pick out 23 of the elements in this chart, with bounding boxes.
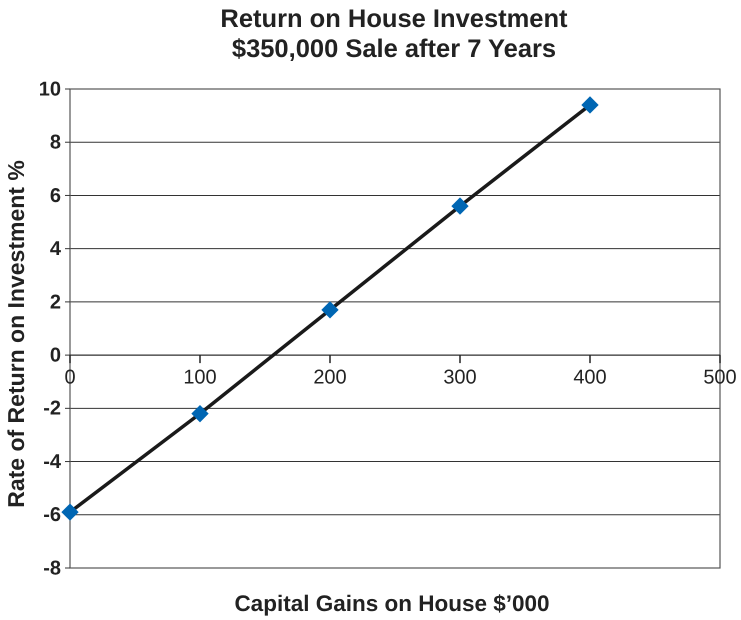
chart-title: Return on House Investment [220, 5, 568, 33]
y-tick-label: -8 [43, 557, 61, 580]
point [61, 503, 79, 521]
y-tick-label: 6 [50, 184, 61, 207]
x-tick-label: 400 [573, 366, 607, 388]
point [321, 301, 339, 319]
x-axis-title: Capital Gains on House $’000 [234, 591, 550, 616]
y-tick-label: -4 [43, 450, 62, 473]
point [191, 404, 209, 422]
y-tick-label: -2 [43, 398, 61, 420]
y-axis-title: Rate of Return on Investment % [3, 160, 29, 508]
x-tick-label: 100 [183, 366, 217, 388]
x-tick-label: 300 [443, 366, 477, 388]
y-tick-label: 8 [50, 132, 61, 154]
y-tick-label: 0 [50, 344, 61, 367]
y-tick-label: 4 [50, 238, 62, 260]
x-tick-label: 200 [313, 366, 347, 388]
point [581, 96, 599, 114]
y-tick-label: 2 [50, 291, 61, 314]
chart-subtitle: $350,000 Sale after 7 Years [232, 35, 556, 63]
y-tick-label: 10 [38, 78, 61, 100]
point [451, 197, 469, 215]
y-tick-label: -6 [43, 504, 61, 526]
